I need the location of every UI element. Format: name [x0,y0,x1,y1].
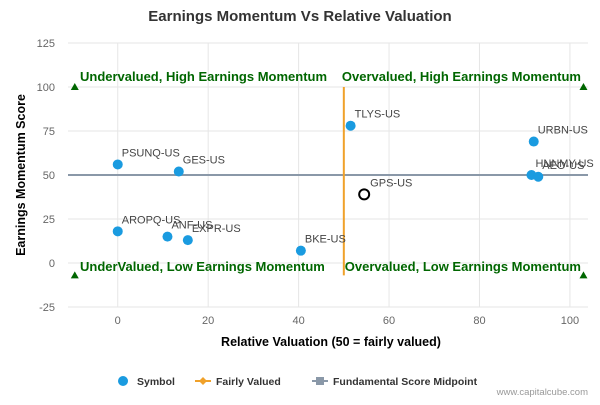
y-axis-label: Earnings Momentum Score [14,94,28,256]
chart-title: Earnings Momentum Vs Relative Valuation [148,8,451,25]
corner-triangle-marker [70,271,79,279]
y-tick-label: 125 [37,38,55,50]
legend-label[interactable]: Fairly Valued [216,376,281,388]
corner-triangle-marker [579,83,588,90]
credit-text: www.capitalcube.com [496,387,588,398]
data-point[interactable] [533,171,544,182]
x-tick-label: 0 [115,315,121,327]
legend-symbol-circle [118,376,128,386]
y-tick-labels: -25 0 25 50 75 100 125 [37,38,55,314]
x-tick-label: 20 [202,315,214,327]
y-tick-label: 100 [37,82,55,94]
x-tick-labels: 0 20 40 60 80 100 [115,315,579,327]
data-point-label: EXPR-US [192,223,241,235]
data-point[interactable] [345,120,356,131]
y-tick-label: 0 [49,258,55,270]
legend: Symbol Fairly Valued Fundamental Score Mid… [118,376,478,388]
data-point-label: PSUNQ-US [122,147,180,159]
y-tick-label: -25 [39,302,55,314]
highlight-point-label: GPS-US [370,177,412,189]
y-tick-label: 25 [43,214,55,226]
data-point-label: AROPQ-US [122,214,181,226]
data-point[interactable] [162,231,173,242]
quadrant-label-top-right: Overvalued, High Earnings Momentum [342,69,581,84]
data-point-label: ANF-US [171,220,212,232]
corner-markers [70,83,588,279]
data-point-label: GES-US [183,154,225,166]
quadrant-label-bottom-right: Overvalued, Low Earnings Momentum [345,259,581,274]
x-tick-label: 80 [473,315,485,327]
data-point-label: BKE-US [305,234,346,246]
reference-lines [68,87,588,276]
x-axis-label: Relative Valuation (50 = fairly valued) [221,335,441,349]
data-point-label: TLYS-US [355,109,401,121]
data-point[interactable] [182,235,193,246]
data-point-label: AEO-US [542,160,584,172]
data-point[interactable] [173,166,184,177]
legend-label[interactable]: Fundamental Score Midpoint [333,376,478,388]
data-point-label: HNNMY-US [535,158,593,170]
data-point-label: URBN-US [538,125,588,137]
data-point[interactable] [528,136,539,147]
legend-symbol-square [316,377,324,385]
quadrant-label-top-left: Undervalued, High Earnings Momentum [80,69,327,84]
quadrant-labels: Undervalued, High Earnings Momentum Over… [80,69,581,274]
quadrant-label-bottom-left: UnderValued, Low Earnings Momentum [80,259,325,274]
x-tick-label: 100 [561,315,579,327]
x-tick-label: 60 [383,315,395,327]
highlight-point[interactable] [358,188,371,201]
legend-symbol-diamond [199,377,207,385]
x-tick-label: 40 [292,315,304,327]
data-point[interactable] [295,245,306,256]
y-tick-label: 75 [43,126,55,138]
y-tick-label: 50 [43,170,55,182]
corner-triangle-marker [70,83,79,90]
legend-label[interactable]: Symbol [137,376,175,388]
data-point[interactable] [112,159,123,170]
corner-triangle-marker [579,271,588,279]
data-point[interactable] [112,226,123,237]
